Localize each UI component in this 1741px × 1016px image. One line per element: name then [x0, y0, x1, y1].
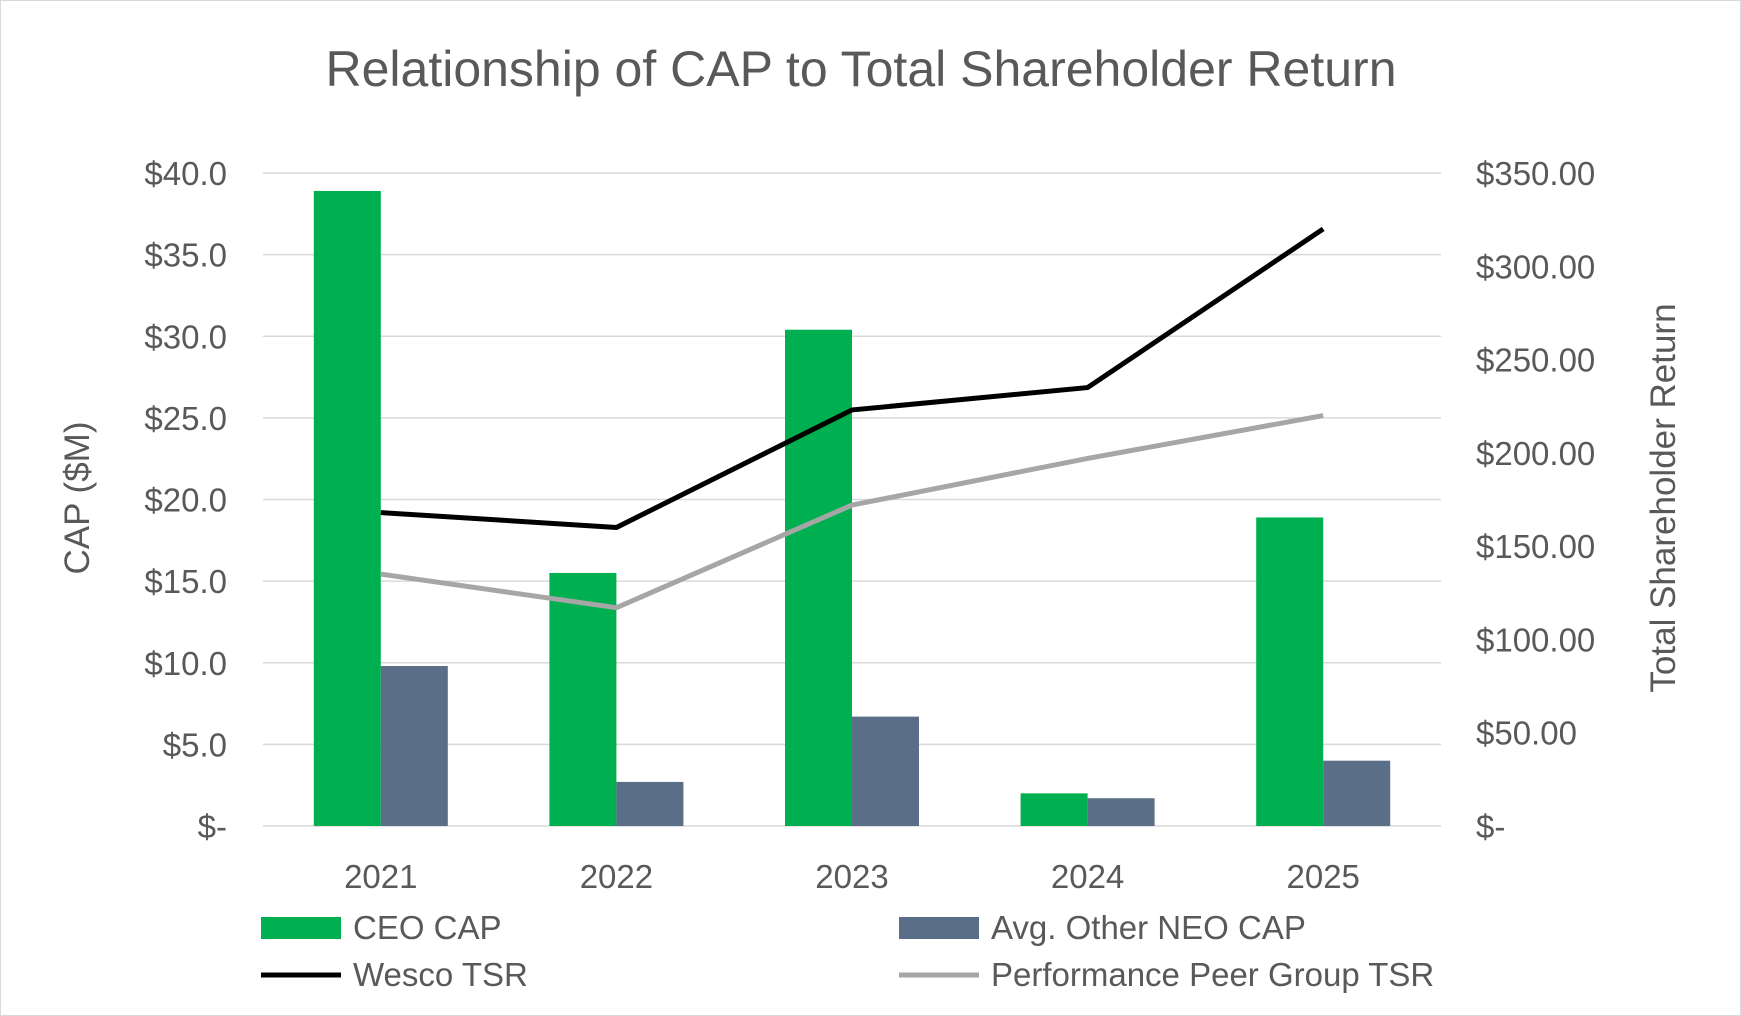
line-wesco-tsr — [380, 226, 1325, 530]
left-tick-label: $30.0 — [144, 318, 227, 355]
x-tick-label: 2025 — [1286, 858, 1359, 895]
right-tick-label: $100.00 — [1476, 621, 1595, 658]
right-tick-label: $200.00 — [1476, 435, 1595, 472]
right-tick-label: $250.00 — [1476, 342, 1595, 379]
bar-ceo-cap-2023 — [785, 329, 852, 826]
right-axis-title: Total Shareholder Return — [1644, 303, 1683, 692]
right-tick-label: $300.00 — [1476, 248, 1595, 285]
bar-ceo-cap-2021 — [313, 190, 381, 826]
left-tick-label: $15.0 — [144, 563, 227, 600]
x-tick-label: 2022 — [580, 858, 653, 895]
right-axis-ticks: $- $50.00 $100.00 $150.00 $200.00 $250.00 $300… — [1476, 155, 1595, 845]
bar-ceo-cap-2024 — [1020, 793, 1088, 826]
left-tick-label: $40.0 — [144, 155, 227, 192]
left-tick-label: $20.0 — [144, 482, 227, 519]
left-tick-label: $5.0 — [163, 726, 227, 763]
legend-label-ceo-cap: CEO CAP — [353, 909, 502, 946]
x-tick-label: 2021 — [344, 858, 417, 895]
legend-label-performance-peer-group-tsr: Performance Peer Group TSR — [991, 956, 1434, 993]
chart-title: Relationship of CAP to Total Shareholder… — [325, 41, 1396, 97]
bar-avg-other-neo-cap-2021 — [380, 666, 448, 826]
bar-avg-other-neo-cap-2023 — [852, 716, 919, 826]
left-axis-ticks: $- $5.0 $10.0 $15.0 $20.0 $25.0 $30.0 $35.0 $40.… — [144, 155, 227, 845]
right-tick-label: $350.00 — [1476, 155, 1595, 192]
bar-layer — [313, 190, 1391, 826]
left-tick-label: $25.0 — [144, 400, 227, 437]
left-tick-label: $35.0 — [144, 237, 227, 274]
legend-swatch-ceo-cap — [261, 917, 341, 939]
legend-label-wesco-tsr: Wesco TSR — [353, 956, 528, 993]
x-axis-ticks: 2021 2022 2023 2024 2025 — [344, 858, 1360, 895]
legend-swatch-avg-other-neo-cap — [899, 917, 979, 939]
right-tick-label: $50.00 — [1476, 715, 1577, 752]
bar-avg-other-neo-cap-2022 — [616, 781, 684, 826]
right-tick-label: $- — [1476, 808, 1505, 845]
bar-avg-other-neo-cap-2025 — [1323, 760, 1391, 826]
x-tick-label: 2023 — [815, 858, 888, 895]
right-tick-label: $150.00 — [1476, 528, 1595, 565]
left-tick-label: $- — [198, 808, 227, 845]
line-layer — [380, 226, 1325, 611]
bar-ceo-cap-2022 — [549, 572, 617, 826]
bar-ceo-cap-2025 — [1256, 517, 1324, 826]
left-tick-label: $10.0 — [144, 645, 227, 682]
line-performance-peer-group-tsr — [380, 413, 1324, 611]
bar-avg-other-neo-cap-2024 — [1087, 798, 1155, 826]
legend-label-avg-other-neo-cap: Avg. Other NEO CAP — [991, 909, 1306, 946]
left-axis-title: CAP ($M) — [58, 422, 97, 575]
legend: CEO CAP Avg. Other NEO CAP Wesco TSR Perfor… — [261, 909, 1434, 993]
x-tick-label: 2024 — [1051, 858, 1124, 895]
